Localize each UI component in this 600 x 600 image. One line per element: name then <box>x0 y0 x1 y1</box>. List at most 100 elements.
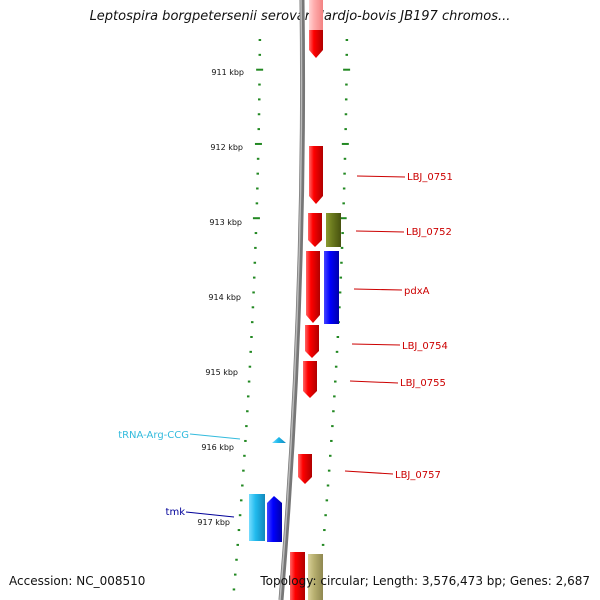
ruler-tick <box>324 514 327 517</box>
label-lbj-0751[interactable]: LBJ_0751 <box>407 172 453 183</box>
ruler-tick <box>246 410 249 413</box>
ruler-tick <box>330 439 333 442</box>
ruler-tick <box>251 306 255 309</box>
ruler-tick <box>342 187 346 190</box>
ruler-label-916: 916 kbp <box>201 443 234 452</box>
label-lbj-0752[interactable]: LBJ_0752 <box>406 227 452 238</box>
leader-lbj-0754 <box>351 343 401 346</box>
ruler-label-914: 914 kbp <box>208 293 241 302</box>
label-trna-arg-ccg[interactable]: tRNA-Arg-CCG <box>118 430 189 441</box>
ruler-tick <box>343 172 346 175</box>
ruler-tick <box>253 261 257 264</box>
chromosome-backbone-highlight <box>279 0 303 600</box>
ruler-tick <box>258 39 262 41</box>
ruler-tick <box>237 529 241 532</box>
ruler-tick <box>334 380 337 383</box>
label-lbj-0757[interactable]: LBJ_0757 <box>395 470 441 481</box>
ruler-tick <box>254 142 262 145</box>
ruler-tick <box>239 499 243 502</box>
ruler-tick <box>345 39 349 41</box>
leader-lbj-0752 <box>355 230 405 233</box>
ruler-tick <box>254 232 258 235</box>
ruler-ticks <box>232 39 351 591</box>
gene-bottom-tan[interactable] <box>308 554 323 600</box>
gene-pdxa-red[interactable] <box>306 251 320 323</box>
ruler-tick <box>241 484 244 487</box>
gene-tmk[interactable] <box>267 496 282 542</box>
ruler-label-911: 911 kbp <box>211 68 244 77</box>
gene-lbj-0752-olive[interactable] <box>326 213 341 247</box>
ruler-tick <box>242 469 245 472</box>
ruler-tick <box>246 395 250 398</box>
ruler-tick <box>244 439 247 442</box>
ruler-tick <box>339 276 343 279</box>
ruler-tick <box>339 217 347 220</box>
leader-lbj-0751 <box>356 175 406 178</box>
topology-text: Topology: circular; Length: 3,576,473 bp… <box>260 574 590 588</box>
leader-trna-arg-ccg <box>189 433 241 440</box>
gene-lbj-0755[interactable] <box>303 361 317 398</box>
label-pdxa[interactable]: pdxA <box>404 286 430 297</box>
ruler-tick <box>340 246 344 249</box>
ruler-tick <box>258 53 262 56</box>
ruler-tick <box>236 543 239 546</box>
ruler-tick <box>233 573 237 576</box>
ruler-tick <box>256 187 259 190</box>
gene-features <box>249 0 341 600</box>
ruler-tick <box>325 499 329 502</box>
leader-lbj-0757 <box>344 470 394 475</box>
ruler-tick <box>333 395 336 398</box>
ruler-tick <box>255 202 259 205</box>
ruler-tick <box>338 306 341 309</box>
ruler-tick <box>257 113 261 116</box>
ruler-tick <box>323 529 326 532</box>
ruler-tick <box>340 261 343 264</box>
ruler-tick <box>345 53 349 56</box>
label-tmk[interactable]: tmk <box>166 507 186 518</box>
ruler-tick <box>256 157 260 160</box>
leader-pdxa <box>353 288 403 291</box>
ruler-tick <box>252 276 256 279</box>
gene-cyan-bottom[interactable] <box>249 494 265 541</box>
ruler-tick <box>250 336 253 338</box>
ruler-tick <box>254 246 257 249</box>
ruler-tick <box>247 380 251 383</box>
gene-labels: LBJ_0751 LBJ_0752 pdxA LBJ_0754 LBJ_0755… <box>118 172 453 518</box>
leader-tmk <box>185 511 235 518</box>
ruler-tick <box>252 291 255 294</box>
gene-lbj-0757[interactable] <box>298 454 312 484</box>
ruler-tick <box>327 469 331 472</box>
ruler-tick <box>238 514 242 517</box>
ruler-tick <box>331 425 334 428</box>
accession-text: Accession: NC_008510 <box>9 574 146 588</box>
label-leaders <box>185 175 406 518</box>
ruler-tick <box>256 68 264 71</box>
ruler-tick <box>258 83 261 86</box>
ruler-tick <box>344 128 347 131</box>
ruler-tick <box>332 410 335 413</box>
gene-lbj-0754[interactable] <box>305 325 319 358</box>
gene-trna-arg-ccg[interactable] <box>272 437 286 443</box>
ruler-labels: 911 kbp 912 kbp 913 kbp 914 kbp 915 kbp … <box>197 68 244 527</box>
ruler-label-915: 915 kbp <box>205 368 238 377</box>
label-lbj-0754[interactable]: LBJ_0754 <box>402 341 448 352</box>
ruler-tick <box>258 98 261 101</box>
ruler-tick <box>343 68 351 71</box>
gene-bottom-red[interactable] <box>290 552 305 600</box>
ruler-tick <box>344 98 348 101</box>
gene-lbj-0752-red[interactable] <box>308 213 322 247</box>
gene-pdxa-blue[interactable] <box>324 251 339 324</box>
ruler-tick <box>326 484 330 487</box>
ruler-tick <box>336 336 340 338</box>
ruler-tick <box>245 425 248 428</box>
gene-lbj-0751[interactable] <box>309 146 323 204</box>
label-lbj-0755[interactable]: LBJ_0755 <box>400 378 446 389</box>
ruler-tick <box>338 291 342 294</box>
ruler-tick <box>243 454 246 457</box>
gene-top-pink <box>309 0 323 30</box>
ruler-tick <box>343 157 347 160</box>
ruler-tick <box>341 232 344 235</box>
ruler-tick <box>257 128 260 131</box>
ruler-label-917: 917 kbp <box>197 518 230 527</box>
